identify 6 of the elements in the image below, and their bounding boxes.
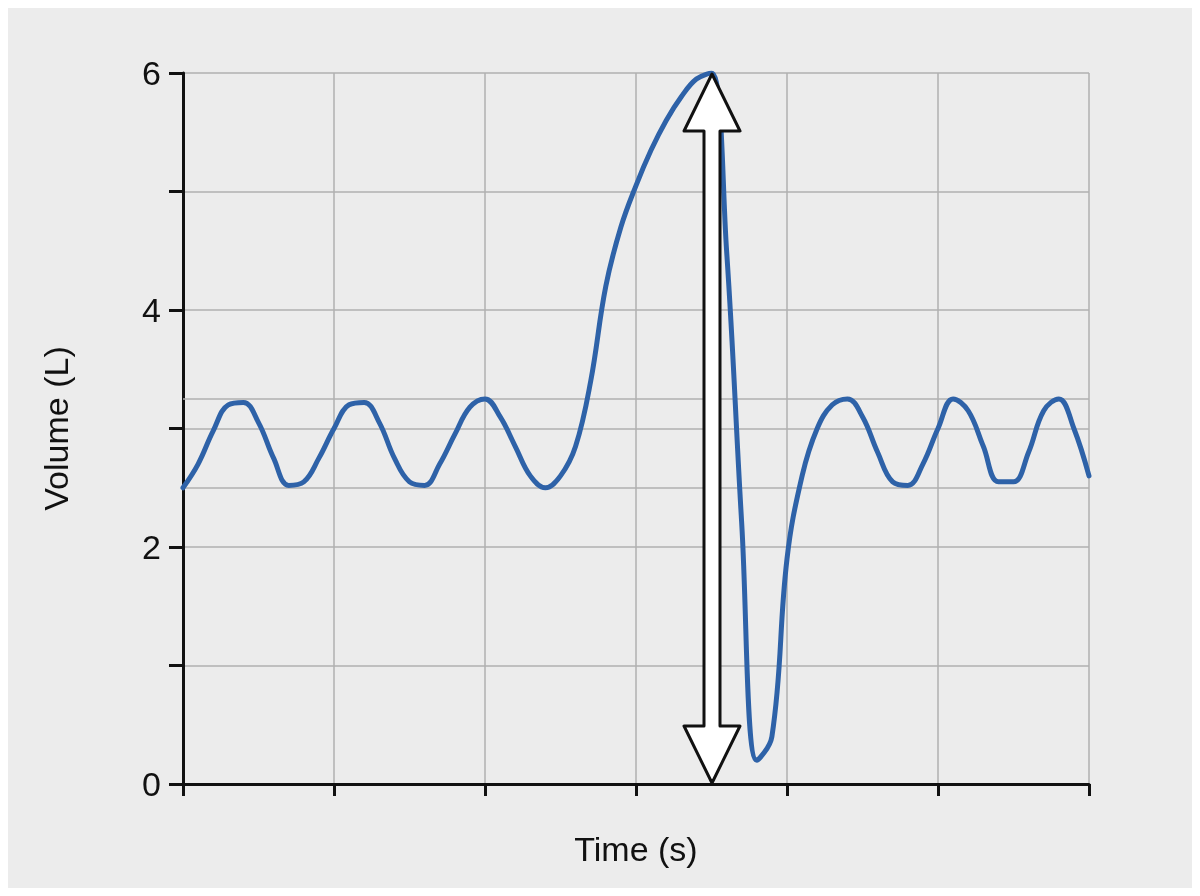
y-tick-label: 2 — [142, 528, 161, 566]
y-tick-label: 6 — [142, 54, 161, 92]
x-axis-title: Time (s) — [574, 830, 698, 868]
y-tick-label: 0 — [142, 765, 161, 803]
y-axis-title: Volume (L) — [37, 346, 75, 511]
y-tick-label: 4 — [142, 291, 161, 329]
